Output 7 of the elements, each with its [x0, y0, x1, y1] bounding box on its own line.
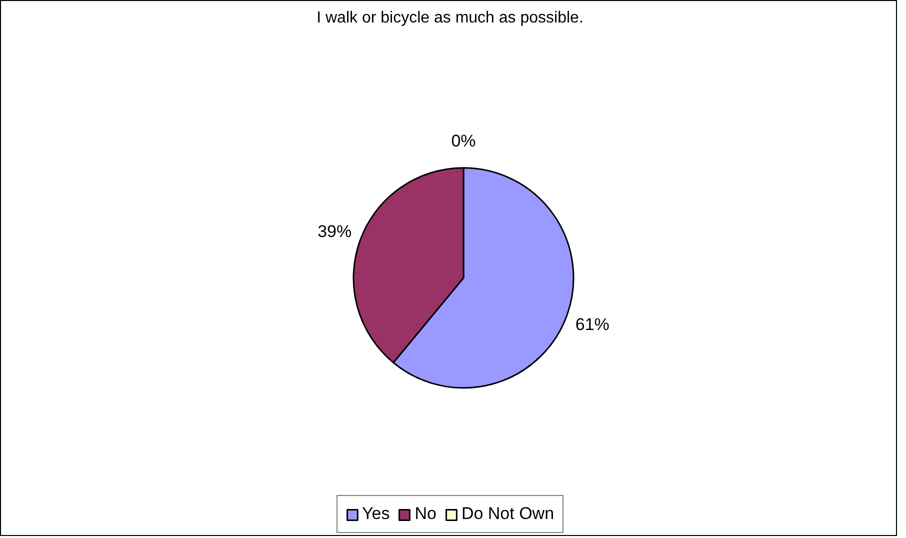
data-label: 39% — [318, 222, 352, 241]
data-label: 61% — [575, 314, 610, 334]
text: 0% — [451, 131, 476, 150]
legend-label: No — [414, 504, 436, 524]
legend-label: Do Not Own — [461, 504, 554, 524]
chart-title: I walk or bicycle as much as possible. — [316, 10, 584, 26]
legend-label: Yes — [362, 504, 390, 524]
